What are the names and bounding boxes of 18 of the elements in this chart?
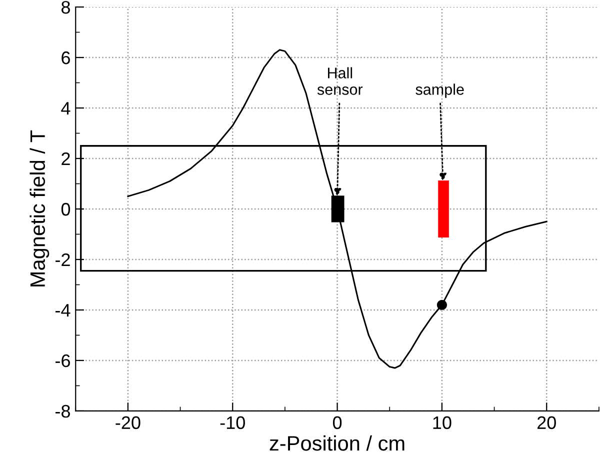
y-tick-label: 6 <box>62 51 70 64</box>
x-tick-label: 0 <box>332 416 342 430</box>
y-tick-label: 0 <box>61 202 70 216</box>
annotation: Hall sensor <box>317 67 363 95</box>
x-tick-label: -10 <box>220 416 245 430</box>
y-tick-label: 2 <box>62 152 70 166</box>
y-tick-label: -6 <box>56 354 70 368</box>
x-axis-title: z-Position / cm <box>270 435 404 451</box>
y-tick-label: 8 <box>62 0 70 14</box>
y-axis-title: Magnetic field / T <box>30 130 50 286</box>
y-tick-label: -4 <box>56 304 70 317</box>
y-tick-label: 4 <box>61 102 70 115</box>
annotation: sample <box>416 84 464 98</box>
y-tick-label: -2 <box>56 253 70 266</box>
x-tick-label: -20 <box>116 416 140 430</box>
x-tick-label: 20 <box>537 416 556 430</box>
y-tick-label: -8 <box>56 404 70 418</box>
x-tick-label: 10 <box>433 416 452 430</box>
